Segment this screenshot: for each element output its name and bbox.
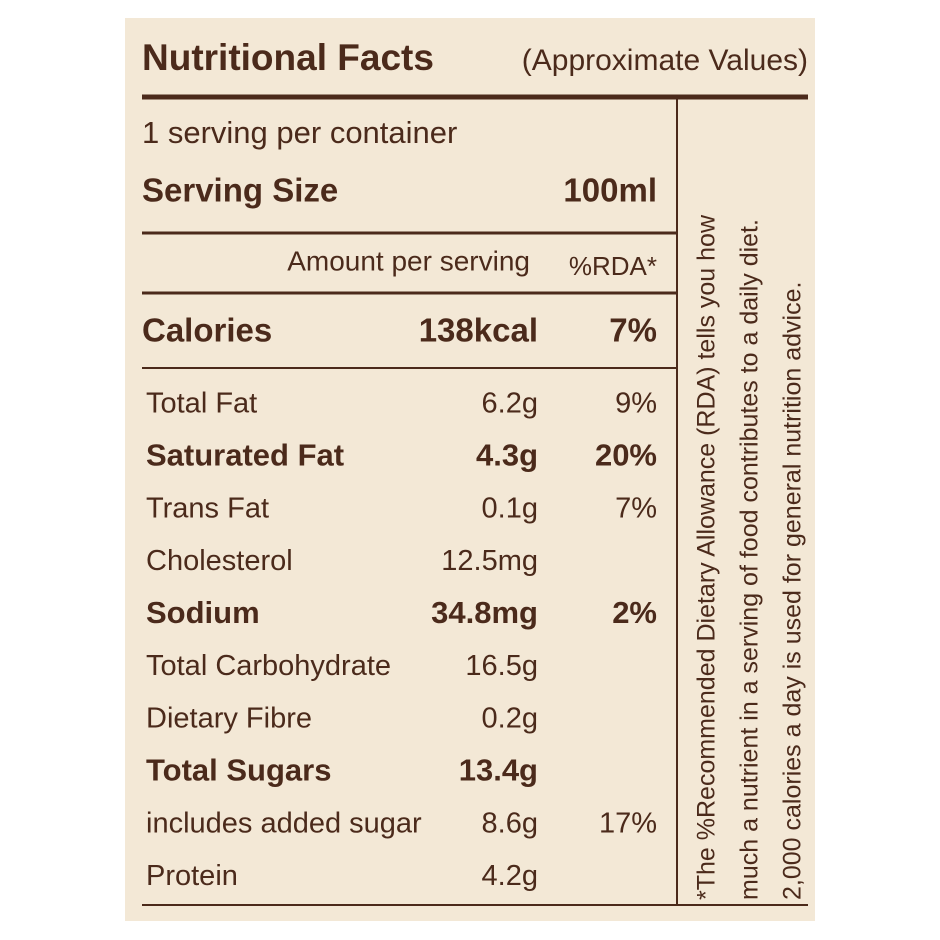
nutrient-label: Total Fat xyxy=(146,388,257,420)
nutrient-label: Trans Fat xyxy=(146,493,269,525)
title: Nutritional Facts xyxy=(142,37,434,78)
serving-size-value: 100ml xyxy=(563,172,657,209)
nutrient-amount: 13.4g xyxy=(459,753,538,788)
footnote-line: 2,000 calories a day is used for general… xyxy=(779,282,807,900)
nutrient-amount: 0.1g xyxy=(482,493,538,525)
nutrient-label: Total Sugars xyxy=(146,753,331,788)
nutrient-amount: 12.5mg xyxy=(441,545,538,577)
servings-per-container: 1 serving per container xyxy=(142,115,457,150)
rda-header: %RDA* xyxy=(569,251,657,281)
nutrient-rows: Total Fat 6.2g 9% Saturated Fat 4.3g 20% Trans… xyxy=(146,388,657,893)
nutrient-amount: 0.2g xyxy=(482,703,538,735)
nutrient-amount: 6.2g xyxy=(482,388,538,420)
nutrient-amount: 4.2g xyxy=(482,860,538,892)
nutrient-rda: 20% xyxy=(595,438,657,473)
calories-label: Calories xyxy=(142,312,272,349)
nutrient-rda: 7% xyxy=(615,493,657,525)
amount-header: Amount per serving xyxy=(287,245,530,276)
nutrient-label: Cholesterol xyxy=(146,545,293,577)
nutrient-label: Total Carbohydrate xyxy=(146,650,391,682)
serving-size-label: Serving Size xyxy=(142,172,338,209)
calories-rda: 7% xyxy=(609,312,657,349)
nutrient-label: Protein xyxy=(146,860,238,892)
nutrient-amount: 16.5g xyxy=(465,650,538,682)
nutrient-amount: 8.6g xyxy=(482,808,538,840)
subtitle: (Approximate Values) xyxy=(522,44,808,77)
nutrient-label: includes added sugar xyxy=(146,808,422,840)
nutrient-label: Sodium xyxy=(146,595,260,630)
nutrient-rda: 2% xyxy=(612,595,657,630)
footnote: *The %Recommended Dietary Allowance (RDA… xyxy=(693,214,807,900)
nutrient-label: Saturated Fat xyxy=(146,438,344,473)
label-panel xyxy=(125,18,815,921)
nutrient-rda: 9% xyxy=(615,388,657,420)
footnote-line: much a nutrient in a serving of food con… xyxy=(736,219,764,900)
nutrient-amount: 4.3g xyxy=(476,438,538,473)
calories-amount: 138kcal xyxy=(419,312,538,349)
nutrient-amount: 34.8mg xyxy=(431,595,538,630)
nutrient-label: Dietary Fibre xyxy=(146,703,312,735)
nutrient-rda: 17% xyxy=(599,808,657,840)
footnote-line: *The %Recommended Dietary Allowance (RDA… xyxy=(693,214,721,900)
